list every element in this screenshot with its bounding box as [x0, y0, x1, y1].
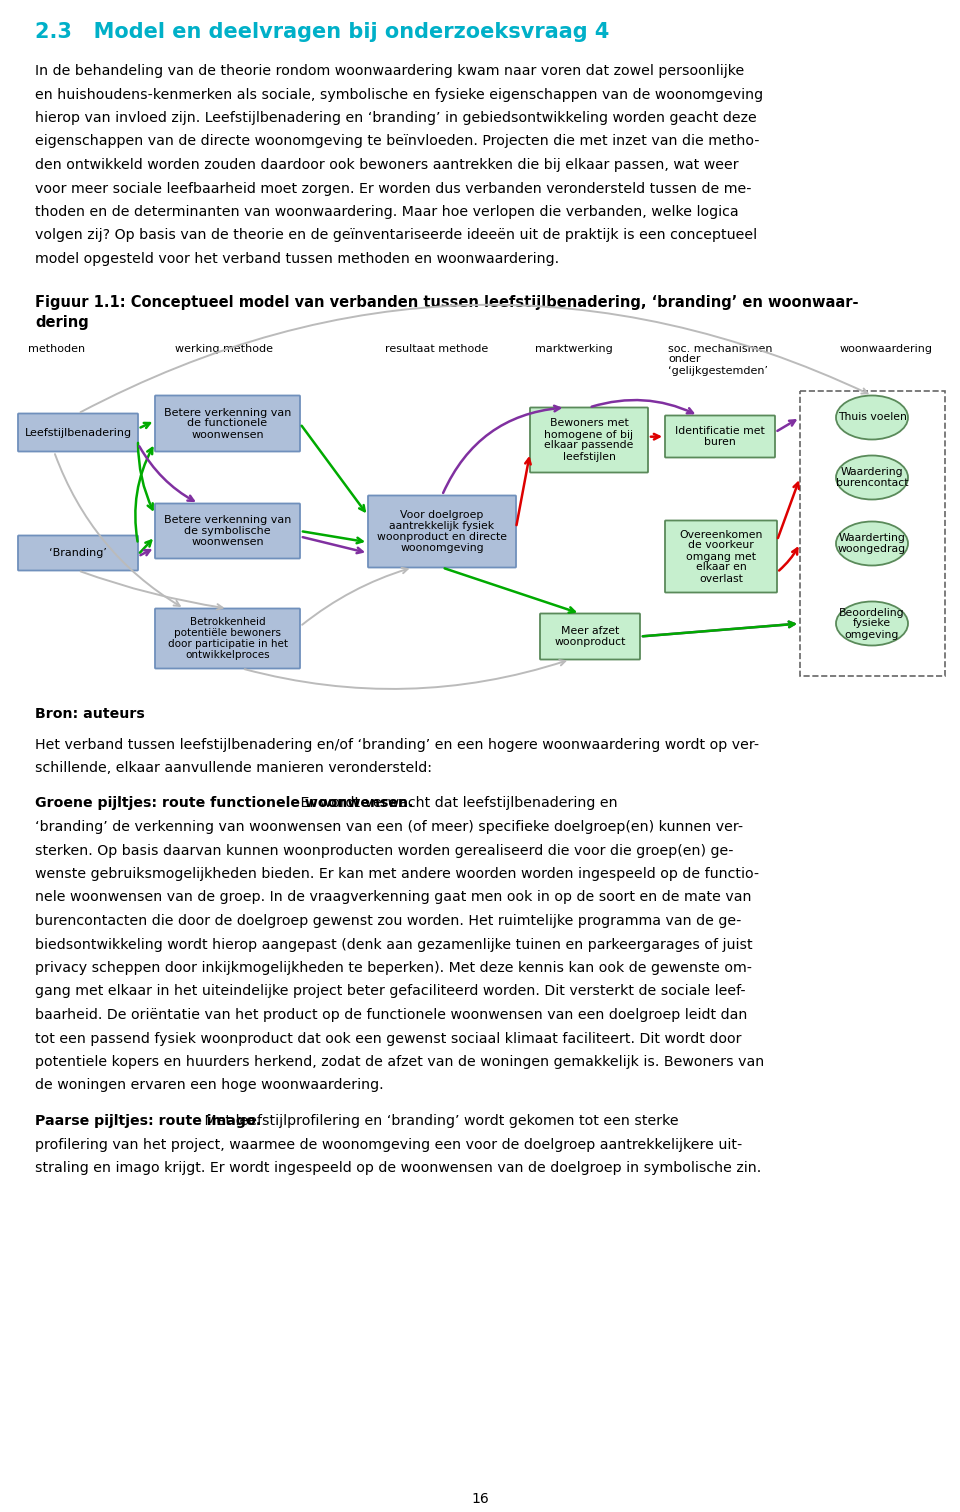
Text: fysieke: fysieke: [852, 618, 891, 629]
Text: ‘gelijkgestemden’: ‘gelijkgestemden’: [668, 366, 768, 375]
Text: ontwikkelproces: ontwikkelproces: [185, 650, 270, 661]
Text: burencontacten die door de doelgroep gewenst zou worden. Het ruimtelijke program: burencontacten die door de doelgroep gew…: [35, 913, 741, 928]
Text: model opgesteld voor het verband tussen methoden en woonwaardering.: model opgesteld voor het verband tussen …: [35, 253, 559, 266]
Text: tot een passend fysiek woonproduct dat ook een gewenst sociaal klimaat facilitee: tot een passend fysiek woonproduct dat o…: [35, 1031, 741, 1045]
Text: Met leefstijlprofilering en ‘branding’ wordt gekomen tot een sterke: Met leefstijlprofilering en ‘branding’ w…: [200, 1114, 679, 1128]
Text: sterken. Op basis daarvan kunnen woonproducten worden gerealiseerd die voor die : sterken. Op basis daarvan kunnen woonpro…: [35, 844, 733, 857]
Text: wenste gebruiksmogelijkheden bieden. Er kan met andere woorden worden ingespeeld: wenste gebruiksmogelijkheden bieden. Er …: [35, 866, 759, 881]
Text: Bron: auteurs: Bron: auteurs: [35, 708, 145, 721]
Text: Identificatie met: Identificatie met: [675, 426, 765, 435]
Text: schillende, elkaar aanvullende manieren verondersteld:: schillende, elkaar aanvullende manieren …: [35, 761, 432, 776]
Text: Thuis voelen: Thuis voelen: [837, 413, 906, 422]
Text: biedsontwikkeling wordt hierop aangepast (denk aan gezamenlijke tuinen en parkee: biedsontwikkeling wordt hierop aangepast…: [35, 937, 753, 951]
Text: Het verband tussen leefstijlbenadering en/of ‘branding’ en een hogere woonwaarde: Het verband tussen leefstijlbenadering e…: [35, 738, 759, 751]
Text: omgeving: omgeving: [845, 629, 900, 640]
Text: Er wordt verwacht dat leefstijlbenadering en: Er wordt verwacht dat leefstijlbenaderin…: [297, 797, 618, 810]
Text: Bewoners met: Bewoners met: [550, 419, 629, 428]
Text: leefstijlen: leefstijlen: [563, 452, 615, 461]
Text: Paarse pijltjes: route imago.: Paarse pijltjes: route imago.: [35, 1114, 261, 1128]
Text: Beoordeling: Beoordeling: [839, 608, 905, 617]
Text: marktwerking: marktwerking: [535, 343, 612, 354]
FancyBboxPatch shape: [530, 408, 648, 472]
Text: Waardering: Waardering: [841, 467, 903, 476]
Text: de voorkeur: de voorkeur: [688, 540, 754, 550]
Text: elkaar passende: elkaar passende: [544, 440, 634, 451]
Text: Figuur 1.1: Conceptueel model van verbanden tussen leefstijlbenadering, ‘brandin: Figuur 1.1: Conceptueel model van verban…: [35, 295, 858, 310]
Text: de symbolische: de symbolische: [184, 526, 271, 535]
Text: gang met elkaar in het uiteindelijke project beter gefaciliteerd worden. Dit ver: gang met elkaar in het uiteindelijke pro…: [35, 984, 746, 998]
Text: profilering van het project, waarmee de woonomgeving een voor de doelgroep aantr: profilering van het project, waarmee de …: [35, 1137, 742, 1152]
Text: omgang met: omgang met: [686, 552, 756, 561]
Text: burencontact: burencontact: [836, 478, 908, 488]
Text: 2.3   Model en deelvragen bij onderzoeksvraag 4: 2.3 Model en deelvragen bij onderzoeksvr…: [35, 23, 610, 42]
Text: de woningen ervaren een hoge woonwaardering.: de woningen ervaren een hoge woonwaarder…: [35, 1078, 384, 1093]
Text: thoden en de determinanten van woonwaardering. Maar hoe verlopen die verbanden, : thoden en de determinanten van woonwaard…: [35, 206, 738, 219]
Text: overlast: overlast: [699, 573, 743, 584]
Text: volgen zij? Op basis van de theorie en de geïnventariseerde ideeën uit de prakti: volgen zij? Op basis van de theorie en d…: [35, 228, 757, 242]
Text: Betrokkenheid: Betrokkenheid: [190, 617, 265, 627]
Text: ‘Branding’: ‘Branding’: [49, 547, 107, 558]
FancyBboxPatch shape: [155, 396, 300, 452]
FancyBboxPatch shape: [665, 520, 777, 593]
Text: methoden: methoden: [28, 343, 85, 354]
Text: woonproduct en directe: woonproduct en directe: [377, 532, 507, 541]
Text: Meer afzet: Meer afzet: [561, 626, 619, 637]
FancyBboxPatch shape: [155, 503, 300, 558]
Text: Overeenkomen: Overeenkomen: [680, 529, 762, 540]
Text: eigenschappen van de directe woonomgeving te beïnvloeden. Projecten die met inze: eigenschappen van de directe woonomgevin…: [35, 135, 759, 148]
FancyBboxPatch shape: [18, 413, 138, 452]
Text: woonomgeving: woonomgeving: [400, 543, 484, 553]
FancyBboxPatch shape: [540, 614, 640, 659]
Text: door participatie in het: door participatie in het: [167, 640, 287, 649]
Ellipse shape: [836, 396, 908, 440]
Text: potentiele kopers en huurders herkend, zodat de afzet van de woningen gemakkelij: potentiele kopers en huurders herkend, z…: [35, 1055, 764, 1069]
FancyBboxPatch shape: [665, 416, 775, 458]
Text: Betere verkenning van: Betere verkenning van: [164, 408, 291, 417]
Text: Leefstijlbenadering: Leefstijlbenadering: [24, 428, 132, 437]
Text: de functionele: de functionele: [187, 419, 268, 428]
Ellipse shape: [836, 522, 908, 565]
FancyBboxPatch shape: [155, 608, 300, 668]
Text: woonproduct: woonproduct: [554, 637, 626, 647]
Text: Betere verkenning van: Betere verkenning van: [164, 516, 291, 525]
Text: 16: 16: [471, 1492, 489, 1506]
Text: straling en imago krijgt. Er wordt ingespeeld op de woonwensen van de doelgroep : straling en imago krijgt. Er wordt inges…: [35, 1161, 761, 1175]
FancyBboxPatch shape: [18, 535, 138, 570]
Text: soc. mechanismen: soc. mechanismen: [668, 343, 773, 354]
Text: woonwaardering: woonwaardering: [840, 343, 933, 354]
Text: en huishoudens-kenmerken als sociale, symbolische en fysieke eigenschappen van d: en huishoudens-kenmerken als sociale, sy…: [35, 88, 763, 101]
Text: werking methode: werking methode: [175, 343, 273, 354]
Text: homogene of bij: homogene of bij: [544, 429, 634, 440]
Text: den ontwikkeld worden zouden daardoor ook bewoners aantrekken die bij elkaar pas: den ontwikkeld worden zouden daardoor oo…: [35, 157, 738, 172]
Text: nele woonwensen van de groep. In de vraagverkenning gaat men ook in op de soort : nele woonwensen van de groep. In de vraa…: [35, 891, 752, 904]
Text: onder: onder: [668, 354, 701, 364]
Text: aantrekkelijk fysiek: aantrekkelijk fysiek: [390, 522, 494, 531]
Text: voor meer sociale leefbaarheid moet zorgen. Er worden dus verbanden veronderstel: voor meer sociale leefbaarheid moet zorg…: [35, 181, 752, 195]
Ellipse shape: [836, 455, 908, 499]
Text: woongedrag: woongedrag: [838, 544, 906, 553]
Text: buren: buren: [704, 437, 736, 448]
Text: woonwensen: woonwensen: [191, 537, 264, 547]
FancyBboxPatch shape: [368, 496, 516, 567]
Text: elkaar en: elkaar en: [696, 562, 746, 573]
Text: In de behandeling van de theorie rondom woonwaardering kwam naar voren dat zowel: In de behandeling van de theorie rondom …: [35, 64, 744, 79]
Text: Groene pijltjes: route functionele woonwensen.: Groene pijltjes: route functionele woonw…: [35, 797, 414, 810]
Text: hierop van invloed zijn. Leefstijlbenadering en ‘branding’ in gebiedsontwikkelin: hierop van invloed zijn. Leefstijlbenade…: [35, 110, 756, 125]
Ellipse shape: [836, 602, 908, 646]
Text: dering: dering: [35, 316, 88, 331]
Text: resultaat methode: resultaat methode: [385, 343, 489, 354]
Text: Voor doelgroep: Voor doelgroep: [400, 510, 484, 520]
Text: baarheid. De oriëntatie van het product op de functionele woonwensen van een doe: baarheid. De oriëntatie van het product …: [35, 1009, 748, 1022]
Text: privacy scheppen door inkijkmogelijkheden te beperken). Met deze kennis kan ook : privacy scheppen door inkijkmogelijkhede…: [35, 962, 752, 975]
Text: potentiële bewoners: potentiële bewoners: [174, 627, 281, 638]
Text: ‘branding’ de verkenning van woonwensen van een (of meer) specifieke doelgroep(e: ‘branding’ de verkenning van woonwensen …: [35, 820, 743, 835]
Text: woonwensen: woonwensen: [191, 429, 264, 440]
Text: Waarderting: Waarderting: [839, 534, 905, 543]
